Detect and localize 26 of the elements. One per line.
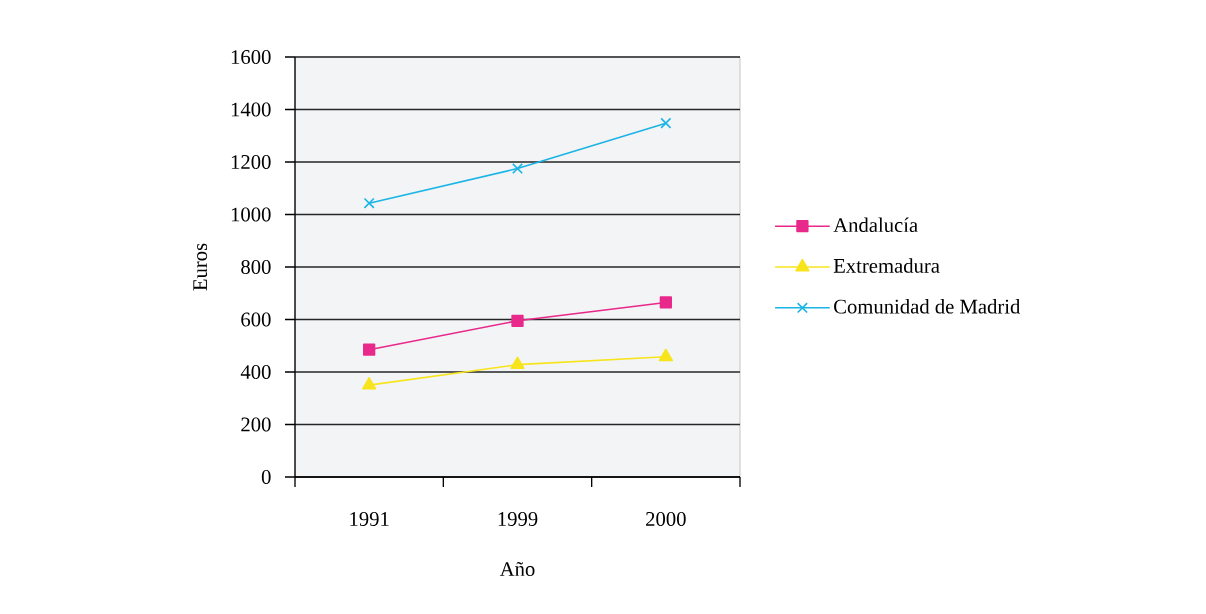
y-tick-label: 600 xyxy=(241,312,271,327)
point xyxy=(660,117,672,129)
point xyxy=(658,348,673,362)
y-tick-label: 400 xyxy=(240,365,271,379)
y-tick-label: 1400 xyxy=(231,102,271,117)
y-tick-label: 1200 xyxy=(231,155,271,169)
x-axis-title: Año xyxy=(499,561,535,577)
y-tick-label: 1600 xyxy=(231,50,271,64)
point xyxy=(511,163,524,175)
y-axis-title: Euros xyxy=(193,243,208,291)
x-tick-label: 1999 xyxy=(498,512,538,526)
point xyxy=(510,356,525,370)
point xyxy=(659,296,672,309)
point xyxy=(363,197,375,209)
point xyxy=(363,343,376,356)
y-tick-label: 800 xyxy=(241,260,271,274)
legend-label: Extremadura xyxy=(833,258,940,273)
x-tick-label: 2000 xyxy=(646,512,686,526)
x-tick-label: 1991 xyxy=(350,512,389,526)
y-tick-label: 0 xyxy=(261,470,271,484)
y-tick-label: 1000 xyxy=(231,207,271,222)
legend-label: Comunidad de Madrid xyxy=(834,299,1021,314)
y-tick-label: 200 xyxy=(241,417,271,432)
point xyxy=(511,314,524,327)
point xyxy=(362,376,377,390)
legend-label: Andalucía xyxy=(833,217,918,233)
